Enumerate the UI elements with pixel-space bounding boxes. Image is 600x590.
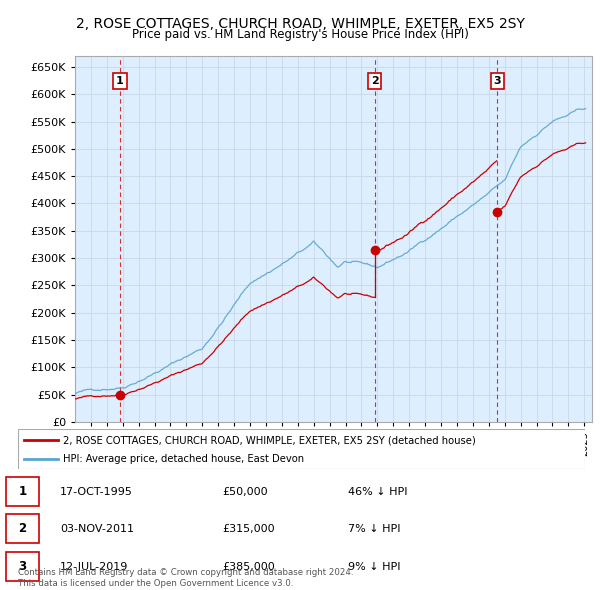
Text: 17-OCT-1995: 17-OCT-1995 — [60, 487, 133, 497]
Text: 3: 3 — [19, 560, 26, 573]
Text: 03-NOV-2011: 03-NOV-2011 — [60, 524, 134, 534]
Text: £50,000: £50,000 — [222, 487, 268, 497]
Text: 1: 1 — [116, 76, 124, 86]
Text: 2, ROSE COTTAGES, CHURCH ROAD, WHIMPLE, EXETER, EX5 2SY: 2, ROSE COTTAGES, CHURCH ROAD, WHIMPLE, … — [76, 17, 524, 31]
Text: 3: 3 — [493, 76, 501, 86]
Text: 2: 2 — [371, 76, 379, 86]
Text: £385,000: £385,000 — [222, 562, 275, 572]
Text: 7% ↓ HPI: 7% ↓ HPI — [348, 524, 401, 534]
Text: 12-JUL-2019: 12-JUL-2019 — [60, 562, 128, 572]
Text: Contains HM Land Registry data © Crown copyright and database right 2024.
This d: Contains HM Land Registry data © Crown c… — [18, 568, 353, 588]
Text: 1: 1 — [19, 485, 26, 499]
Text: Price paid vs. HM Land Registry's House Price Index (HPI): Price paid vs. HM Land Registry's House … — [131, 28, 469, 41]
Text: 2: 2 — [19, 522, 26, 536]
Text: £315,000: £315,000 — [222, 524, 275, 534]
Text: 46% ↓ HPI: 46% ↓ HPI — [348, 487, 407, 497]
Text: 2, ROSE COTTAGES, CHURCH ROAD, WHIMPLE, EXETER, EX5 2SY (detached house): 2, ROSE COTTAGES, CHURCH ROAD, WHIMPLE, … — [64, 435, 476, 445]
Text: 9% ↓ HPI: 9% ↓ HPI — [348, 562, 401, 572]
Text: HPI: Average price, detached house, East Devon: HPI: Average price, detached house, East… — [64, 454, 304, 464]
